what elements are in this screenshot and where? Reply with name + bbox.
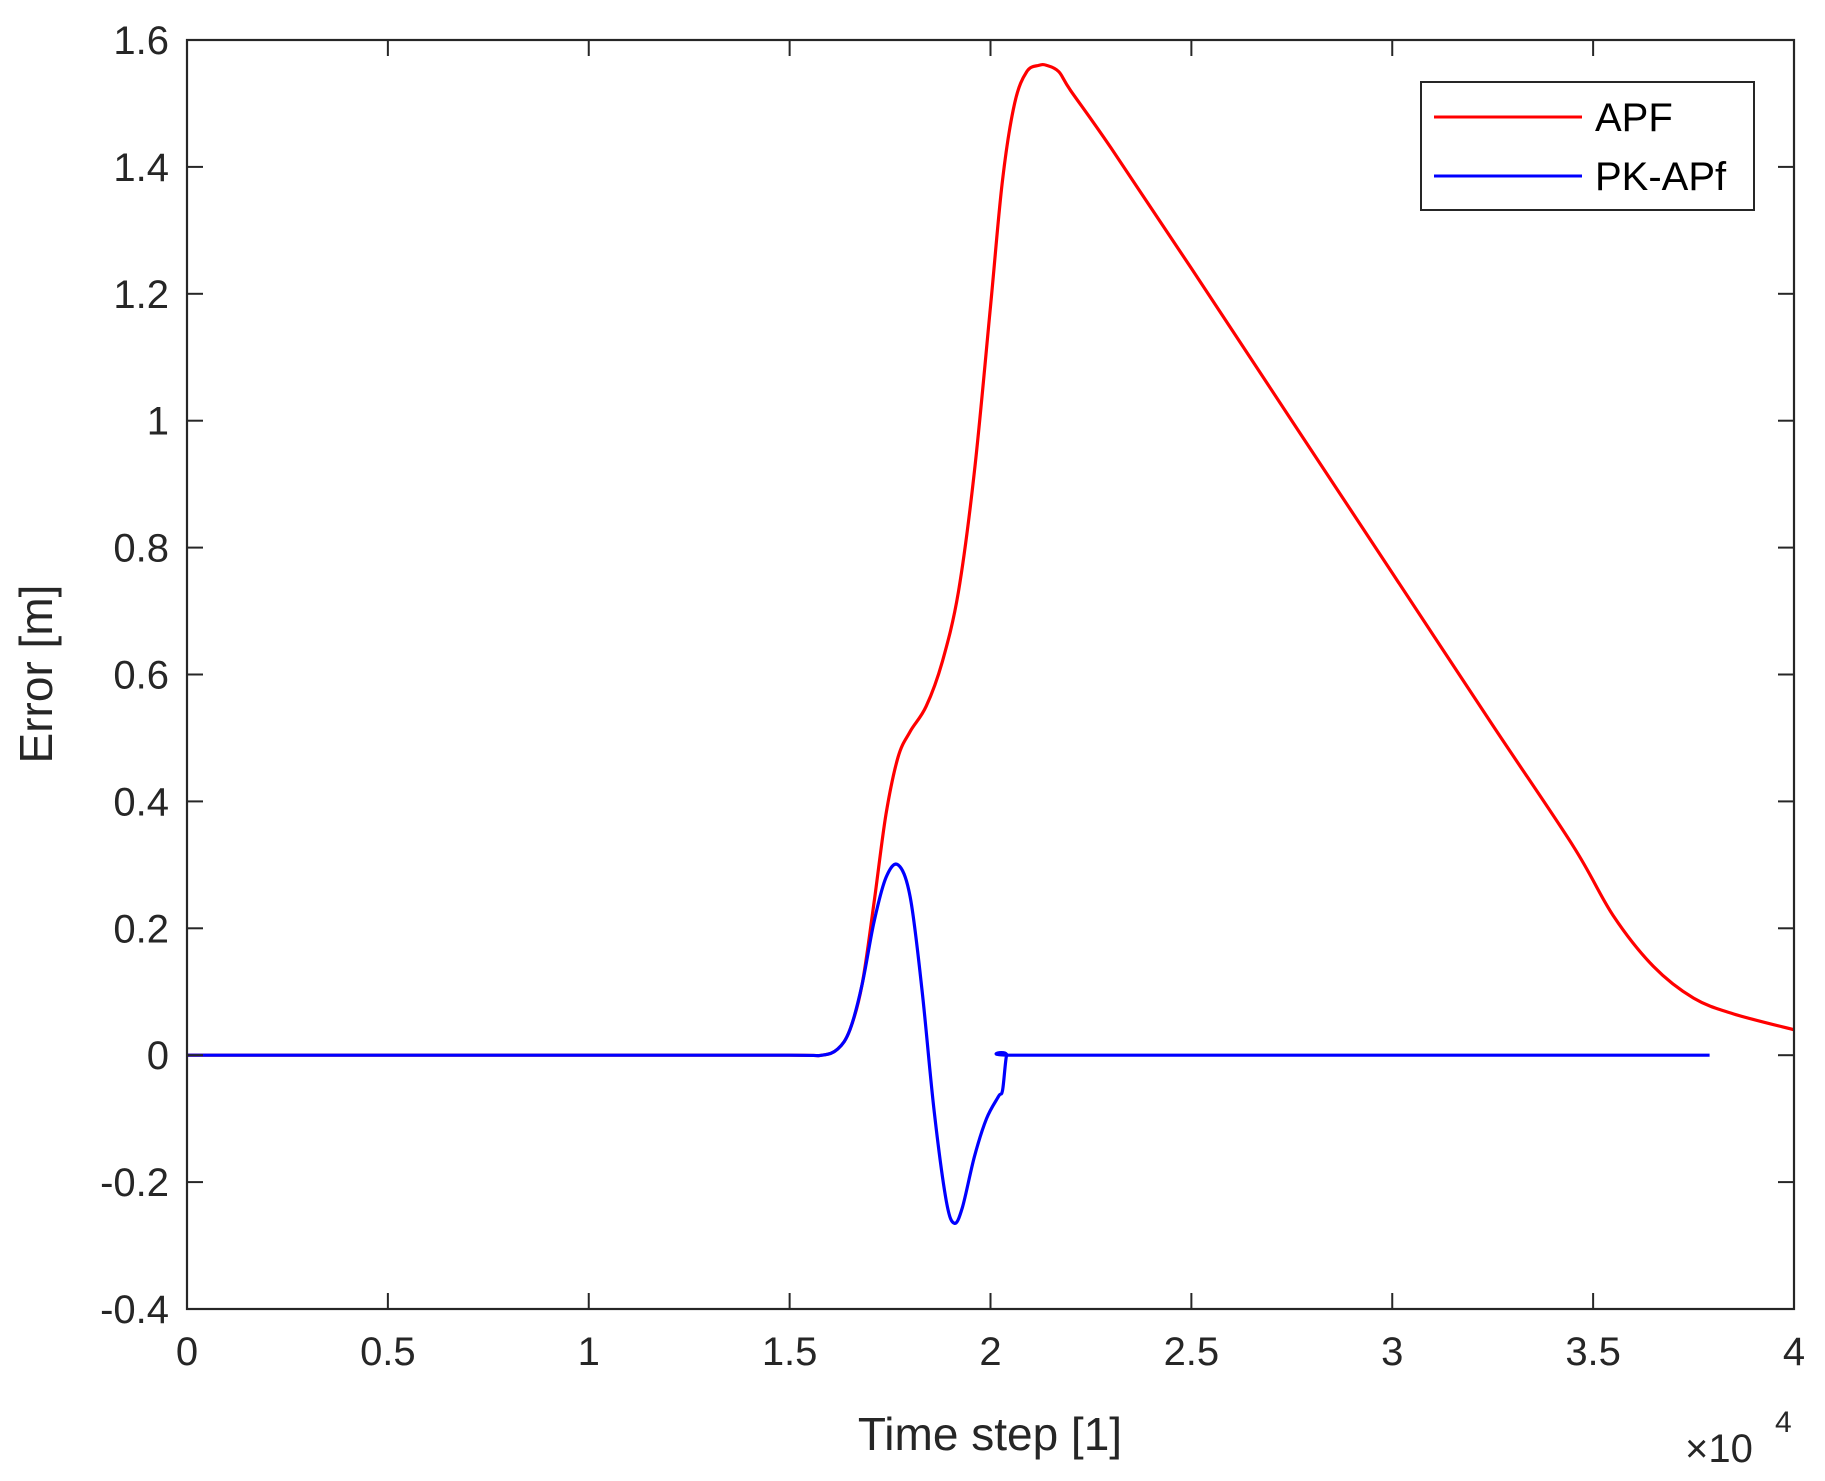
y-tick-label: 0.8 — [113, 527, 169, 571]
x-tick-label: 2.5 — [1164, 1330, 1220, 1374]
series-line-pk-apf — [187, 862, 1710, 1225]
x-tick-label: 0 — [176, 1330, 198, 1374]
x-tick-labels: 0 0.5 1 1.5 2 2.5 3 3.5 4 — [176, 1330, 1805, 1374]
x-tick-label: 2 — [979, 1330, 1001, 1374]
x-multiplier: ×10 4 — [1685, 1406, 1792, 1471]
x-tick-label: 4 — [1783, 1330, 1805, 1374]
x-tick-label: 1 — [578, 1330, 600, 1374]
y-tick-label: 0 — [147, 1034, 169, 1078]
x-tick-label: 1.5 — [762, 1330, 818, 1374]
x-axis-title: Time step [1] — [858, 1408, 1122, 1460]
x-tick-label: 0.5 — [360, 1330, 416, 1374]
y-tick-label: -0.2 — [100, 1161, 169, 1205]
y-tick-labels: -0.4 -0.2 0 0.2 0.4 0.6 0.8 1 1.2 1.4 1.6 — [100, 19, 169, 1332]
y-axis-title: Error [m] — [10, 585, 62, 764]
legend-label-apf: APF — [1595, 96, 1673, 140]
y-tick-label: 1 — [147, 400, 169, 444]
y-tick-label: -0.4 — [100, 1288, 169, 1332]
series-layer — [187, 62, 1794, 1225]
x-multiplier-exponent: 4 — [1775, 1406, 1792, 1439]
y-tick-label: 0.2 — [113, 907, 169, 951]
ticks-layer — [186, 39, 1795, 1310]
y-tick-label: 0.6 — [113, 654, 169, 698]
x-tick-label: 3.5 — [1565, 1330, 1621, 1374]
plot-area — [187, 40, 1794, 1309]
legend-label-pk-apf: PK-APf — [1595, 155, 1727, 199]
x-tick-label: 3 — [1381, 1330, 1403, 1374]
y-tick-label: 1.2 — [113, 273, 169, 317]
y-tick-label: 1.4 — [113, 146, 169, 190]
y-tick-label: 0.4 — [113, 780, 169, 824]
legend-box — [1420, 81, 1755, 211]
x-multiplier-base: ×10 — [1685, 1427, 1753, 1471]
legend: APF PK-APf — [1420, 81, 1755, 211]
y-tick-label: 1.6 — [113, 19, 169, 63]
